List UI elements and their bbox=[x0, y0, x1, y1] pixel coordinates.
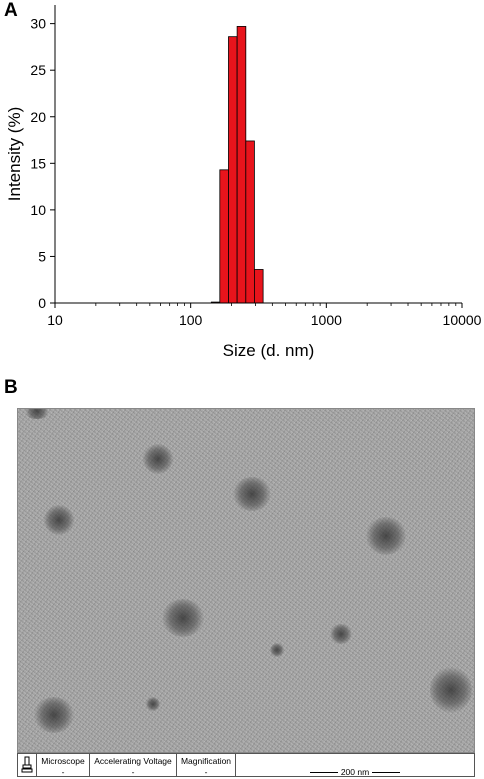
tem-logo-cell bbox=[18, 754, 37, 776]
y-tick-label: 30 bbox=[30, 16, 46, 32]
x-tick-label: 10 bbox=[47, 312, 63, 328]
tem-info-bar: Microscope - Accelerating Voltage - Magn… bbox=[17, 753, 475, 777]
scale-bar: 200 nm bbox=[309, 767, 401, 777]
tem-microscope-cell: Microscope - bbox=[37, 754, 90, 777]
y-tick-label: 5 bbox=[38, 248, 46, 264]
y-tick-label: 15 bbox=[30, 155, 46, 171]
bar bbox=[236, 26, 247, 304]
voltage-value: - bbox=[131, 767, 135, 777]
scale-bar-label: 200 nm bbox=[340, 767, 370, 777]
tem-particle bbox=[44, 505, 74, 535]
microscope-icon bbox=[21, 756, 33, 773]
panel-b-label: B bbox=[4, 377, 18, 398]
tem-particle bbox=[366, 517, 406, 555]
magnification-label: Magnification bbox=[180, 756, 232, 766]
x-tick-label: 100 bbox=[179, 312, 203, 328]
tem-scale-cell: 200 nm bbox=[236, 754, 474, 777]
tem-particle bbox=[34, 697, 74, 733]
y-tick-label: 25 bbox=[30, 62, 46, 78]
size-distribution-chart: 0 5 10 15 20 25 30 10 100 1000 10000 Size (d. nm) In… bbox=[5, 5, 482, 360]
microscope-value: - bbox=[61, 767, 65, 777]
magnification-value: - bbox=[204, 767, 208, 777]
tem-voltage-cell: Accelerating Voltage - bbox=[90, 754, 177, 777]
tem-micrograph bbox=[17, 408, 475, 753]
panel-a-label: A bbox=[4, 0, 18, 21]
tem-particle bbox=[330, 624, 352, 644]
y-tick-label: 20 bbox=[30, 109, 46, 125]
voltage-label: Accelerating Voltage bbox=[94, 756, 172, 766]
y-tick-label: 10 bbox=[30, 202, 46, 218]
tem-particle bbox=[146, 697, 160, 711]
x-tick-label: 10000 bbox=[443, 312, 482, 328]
bar bbox=[228, 36, 238, 304]
tem-magnification-cell: Magnification - bbox=[177, 754, 236, 777]
y-axis-label: Intensity (%) bbox=[5, 107, 24, 201]
tem-particle bbox=[143, 444, 173, 474]
x-tick-label: 1000 bbox=[311, 312, 342, 328]
x-axis-label: Size (d. nm) bbox=[223, 341, 315, 360]
tem-grain-texture bbox=[18, 409, 474, 752]
tem-particle bbox=[162, 599, 204, 637]
scale-bar-line-left bbox=[309, 771, 338, 773]
tem-particle bbox=[430, 667, 472, 713]
microscope-label: Microscope bbox=[41, 756, 85, 766]
tem-particle bbox=[24, 409, 50, 419]
scale-bar-line-right bbox=[372, 771, 401, 773]
bar bbox=[219, 169, 229, 304]
y-tick-label: 0 bbox=[38, 295, 46, 311]
bar bbox=[245, 140, 255, 304]
tem-particle bbox=[233, 477, 271, 511]
bar bbox=[254, 269, 264, 304]
tem-particle bbox=[270, 643, 284, 657]
